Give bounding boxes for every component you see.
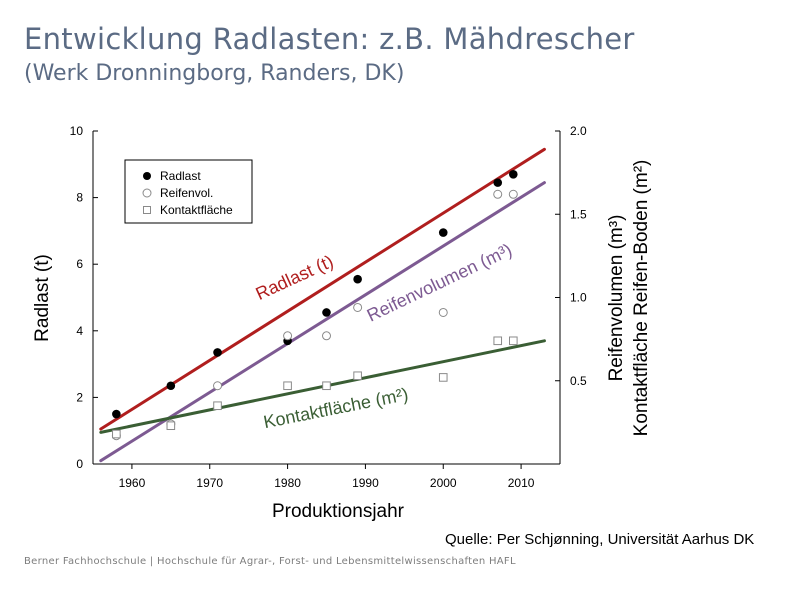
y-tick-label: 10 [70, 124, 84, 138]
point-radlast [112, 409, 121, 419]
x-tick-label: 1990 [352, 476, 379, 490]
y-tick-label: 8 [76, 191, 83, 205]
trend-line [99, 147, 546, 431]
legend-marker-radlast [143, 172, 151, 180]
y2-axis-title-line: Reifenvolumen (m³) [606, 215, 627, 382]
data-points [111, 169, 518, 441]
point-reifenvolumen [322, 331, 331, 341]
legend-label: Reifenvol. [160, 186, 213, 200]
y2-axis-title-line: Kontaktfläche Reifen-Boden (m²) [631, 160, 652, 437]
x-tick-label: 2000 [430, 476, 457, 490]
legend-marker-reifenvolumen [142, 188, 152, 198]
point-radlast [493, 178, 503, 187]
slide-subtitle: (Werk Dronningborg, Randers, DK) [24, 61, 405, 86]
point-reifenvolumen [438, 307, 448, 317]
point-kontaktflaeche [353, 371, 362, 381]
point-kontaktflaeche [166, 421, 176, 431]
y2-tick-label: 2.0 [570, 124, 587, 138]
point-kontaktflaeche [322, 381, 331, 391]
legend-label: Radlast [160, 169, 201, 183]
point-radlast [438, 228, 448, 237]
legend-label: Kontaktfläche [160, 203, 233, 217]
y-tick-label: 2 [76, 390, 83, 404]
legend-marker-kontaktflaeche [143, 206, 151, 214]
chart-axes: 0 2 4 6 8 10 0.5 1.0 1.5 2.0 1960 1970 1980 1990 2000 2… [70, 124, 587, 490]
footer-institution: Berner Fachhochschule | Hochschule für A… [24, 556, 516, 567]
point-reifenvolumen [508, 189, 518, 199]
point-kontaktflaeche [493, 336, 503, 346]
y-tick-label: 0 [76, 457, 83, 471]
x-axis-title: Produktionsjahr [272, 501, 405, 522]
point-radlast [322, 308, 331, 317]
y2-tick-label: 0.5 [570, 374, 587, 388]
trend-line-label: Radlast (t) [253, 251, 337, 304]
x-tick-label: 1970 [196, 476, 223, 490]
point-reifenvolumen [493, 189, 503, 199]
point-kontaktflaeche [438, 373, 448, 382]
x-tick-label: 2010 [508, 476, 535, 490]
source-note: Quelle: Per Schjønning, Universität Aarh… [445, 531, 755, 548]
x-tick-label: 1980 [274, 476, 301, 490]
slide-title: Entwicklung Radlasten: z.B. Mähdrescher [24, 22, 635, 56]
trend-line-label: Kontaktfläche (m²) [262, 384, 410, 432]
y2-tick-label: 1.5 [570, 207, 587, 221]
point-kontaktflaeche [283, 381, 292, 391]
point-kontaktflaeche [112, 429, 121, 439]
point-radlast [213, 348, 222, 357]
x-tick-label: 1960 [119, 476, 146, 490]
point-kontaktflaeche [213, 401, 222, 411]
point-reifenvolumen [353, 302, 363, 312]
point-reifenvolumen [213, 381, 223, 391]
point-kontaktflaeche [509, 336, 518, 346]
trend-line [99, 181, 546, 463]
y-tick-label: 4 [76, 324, 83, 338]
y2-tick-label: 1.0 [570, 291, 587, 305]
chart-legend: Radlast Reifenvol. Kontaktfläche [124, 159, 253, 224]
point-radlast [509, 169, 518, 179]
y-axis-title: Radlast (t) [32, 254, 53, 342]
y-tick-label: 6 [76, 257, 83, 271]
point-radlast [166, 381, 176, 391]
point-radlast [353, 274, 362, 284]
point-reifenvolumen [283, 331, 293, 341]
